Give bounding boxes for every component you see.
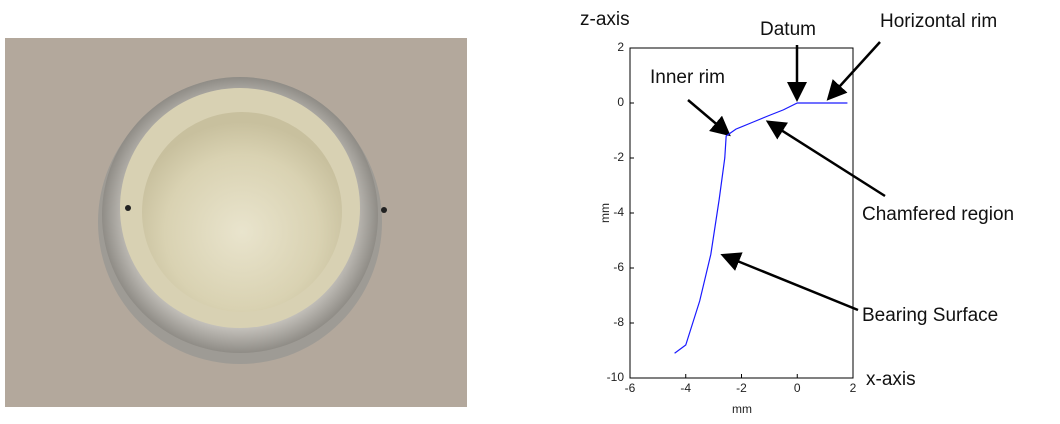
y-tick-label: -10 <box>607 370 625 384</box>
y-axis-label: mm <box>598 203 612 223</box>
annotation: z-axis <box>580 9 630 30</box>
x-tick-label: -2 <box>736 381 747 395</box>
profile-line <box>674 102 848 354</box>
x-axis-label: mm <box>732 402 752 416</box>
annotation: x-axis <box>866 369 916 390</box>
y-tick-label: -4 <box>613 205 624 219</box>
photo <box>5 38 467 407</box>
x-tick-label: -6 <box>625 381 636 395</box>
y-tick-label: 2 <box>617 40 624 54</box>
y-tick-label: -8 <box>613 315 624 329</box>
annotation: Chamfered region <box>862 204 1014 225</box>
x-tick-label: 2 <box>850 381 857 395</box>
y-tick-label: -6 <box>613 260 624 274</box>
y-tick-label: 0 <box>617 95 624 109</box>
annotation: Datum <box>760 19 816 40</box>
plot-frame <box>629 47 854 379</box>
y-tick-label: -2 <box>613 150 624 164</box>
arrows <box>687 41 886 312</box>
annotation: Inner rim <box>650 67 725 88</box>
x-tick-label: -4 <box>680 381 691 395</box>
annotation: Horizontal rim <box>880 11 997 32</box>
annotation: Bearing Surface <box>862 305 998 326</box>
x-tick-label: 0 <box>794 381 801 395</box>
